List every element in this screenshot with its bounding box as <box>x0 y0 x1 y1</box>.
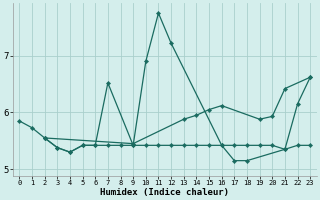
X-axis label: Humidex (Indice chaleur): Humidex (Indice chaleur) <box>100 188 229 197</box>
